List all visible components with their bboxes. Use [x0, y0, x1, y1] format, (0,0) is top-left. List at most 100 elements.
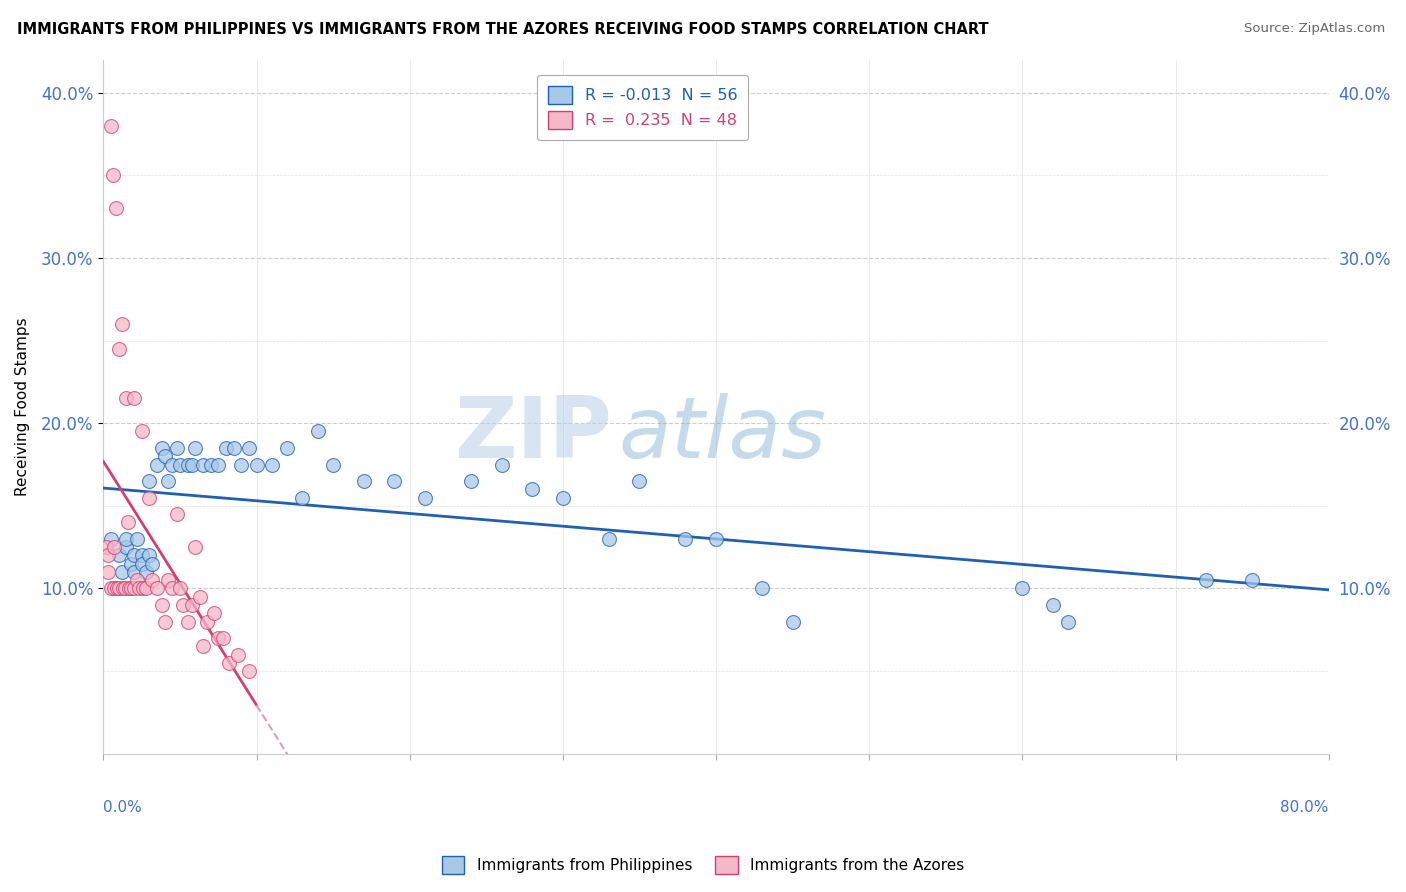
Point [222, 441, 245, 455]
Point [162, 582, 184, 596]
Point [704, 532, 727, 546]
Point [522, 483, 544, 497]
Point [181, 598, 204, 612]
Point [460, 474, 482, 488]
Y-axis label: Receiving Food Stamps: Receiving Food Stamps [15, 318, 30, 496]
Point [132, 582, 155, 596]
Point [191, 640, 214, 654]
Point [156, 573, 179, 587]
Point [169, 582, 191, 596]
Point [112, 582, 135, 596]
Point [1057, 615, 1080, 629]
Point [111, 317, 134, 331]
Point [138, 474, 160, 488]
Text: 80.0%: 80.0% [1281, 800, 1329, 815]
Point [1011, 582, 1033, 596]
Point [97, 549, 120, 563]
Point [382, 474, 405, 488]
Point [135, 565, 157, 579]
Point [114, 582, 136, 596]
Point [120, 557, 142, 571]
Point [103, 540, 125, 554]
Point [197, 615, 219, 629]
Point [105, 582, 128, 596]
Point [181, 458, 204, 472]
Point [111, 565, 134, 579]
Point [628, 474, 651, 488]
Legend: R = -0.013  N = 56, R =  0.235  N = 48: R = -0.013 N = 56, R = 0.235 N = 48 [537, 75, 748, 140]
Point [353, 474, 375, 488]
Point [107, 582, 129, 596]
Point [117, 516, 139, 530]
Point [291, 491, 314, 505]
Point [101, 169, 124, 183]
Point [1042, 598, 1064, 612]
Point [150, 598, 173, 612]
Point [115, 392, 138, 406]
Point [138, 549, 160, 563]
Point [156, 474, 179, 488]
Text: Source: ZipAtlas.com: Source: ZipAtlas.com [1244, 22, 1385, 36]
Point [166, 441, 188, 455]
Point [782, 615, 804, 629]
Point [260, 458, 283, 472]
Point [146, 582, 169, 596]
Point [107, 342, 129, 356]
Point [125, 573, 148, 587]
Point [184, 540, 207, 554]
Legend: Immigrants from Philippines, Immigrants from the Azores: Immigrants from Philippines, Immigrants … [436, 850, 970, 880]
Point [307, 425, 329, 439]
Point [150, 441, 173, 455]
Point [107, 549, 129, 563]
Point [100, 582, 122, 596]
Text: ZIP: ZIP [454, 393, 612, 476]
Point [141, 557, 163, 571]
Point [176, 458, 198, 472]
Point [218, 656, 240, 670]
Point [413, 491, 436, 505]
Point [172, 598, 194, 612]
Point [226, 648, 249, 662]
Text: 0.0%: 0.0% [103, 800, 142, 815]
Point [104, 202, 127, 216]
Point [131, 557, 153, 571]
Point [200, 458, 222, 472]
Point [100, 532, 122, 546]
Point [202, 607, 225, 621]
Point [673, 532, 696, 546]
Point [125, 532, 148, 546]
Point [231, 458, 253, 472]
Point [191, 458, 214, 472]
Point [115, 532, 138, 546]
Point [491, 458, 513, 472]
Point [122, 392, 145, 406]
Point [169, 458, 191, 472]
Text: atlas: atlas [619, 393, 825, 476]
Point [245, 458, 267, 472]
Point [166, 507, 188, 521]
Point [97, 565, 120, 579]
Point [322, 458, 344, 472]
Point [551, 491, 574, 505]
Point [141, 573, 163, 587]
Point [238, 441, 260, 455]
Point [211, 631, 233, 645]
Point [162, 458, 184, 472]
Point [122, 565, 145, 579]
Text: IMMIGRANTS FROM PHILIPPINES VS IMMIGRANTS FROM THE AZORES RECEIVING FOOD STAMPS : IMMIGRANTS FROM PHILIPPINES VS IMMIGRANT… [17, 22, 988, 37]
Point [131, 425, 153, 439]
Point [153, 450, 176, 464]
Point [122, 549, 145, 563]
Point [103, 582, 125, 596]
Point [238, 664, 260, 678]
Point [1195, 573, 1218, 587]
Point [128, 582, 150, 596]
Point [207, 458, 229, 472]
Point [184, 441, 207, 455]
Point [207, 631, 229, 645]
Point [153, 615, 176, 629]
Point [122, 582, 145, 596]
Point [138, 491, 160, 505]
Point [135, 582, 157, 596]
Point [188, 590, 211, 604]
